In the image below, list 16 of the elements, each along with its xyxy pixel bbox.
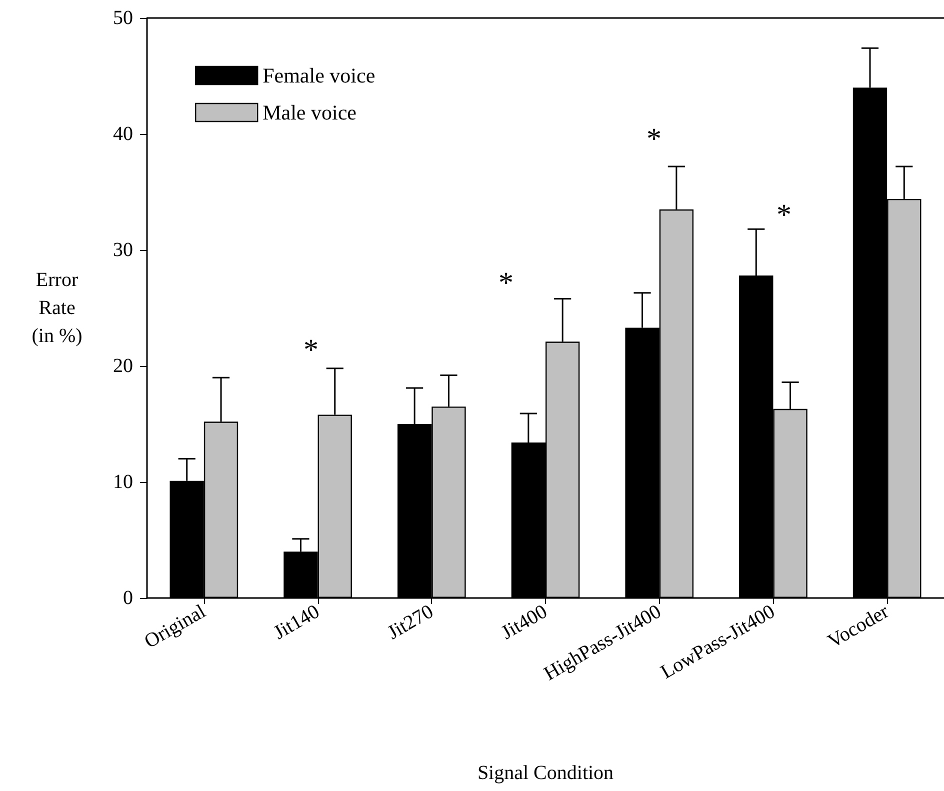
x-axis-title: Signal Condition [477, 762, 614, 784]
y-tick-label: 10 [113, 471, 133, 493]
legend-label: Female voice [262, 64, 376, 88]
y-tick-label: 20 [113, 355, 133, 377]
annotation: * [776, 198, 792, 232]
annotation: * [304, 334, 318, 366]
annotation: * [498, 266, 514, 300]
y-tick-label: 40 [113, 123, 133, 145]
x-tick-label: Jit140 [270, 600, 324, 644]
y-tick-label: 50 [113, 7, 133, 29]
x-tick-label: Jit270 [384, 600, 438, 644]
legend-label: Male voice [262, 100, 356, 124]
y-tick-label: 0 [123, 587, 133, 609]
y-axis-title: Error Rate (in %) [32, 269, 82, 347]
y-tick-label: 30 [113, 239, 133, 261]
annotation: * [646, 122, 662, 156]
